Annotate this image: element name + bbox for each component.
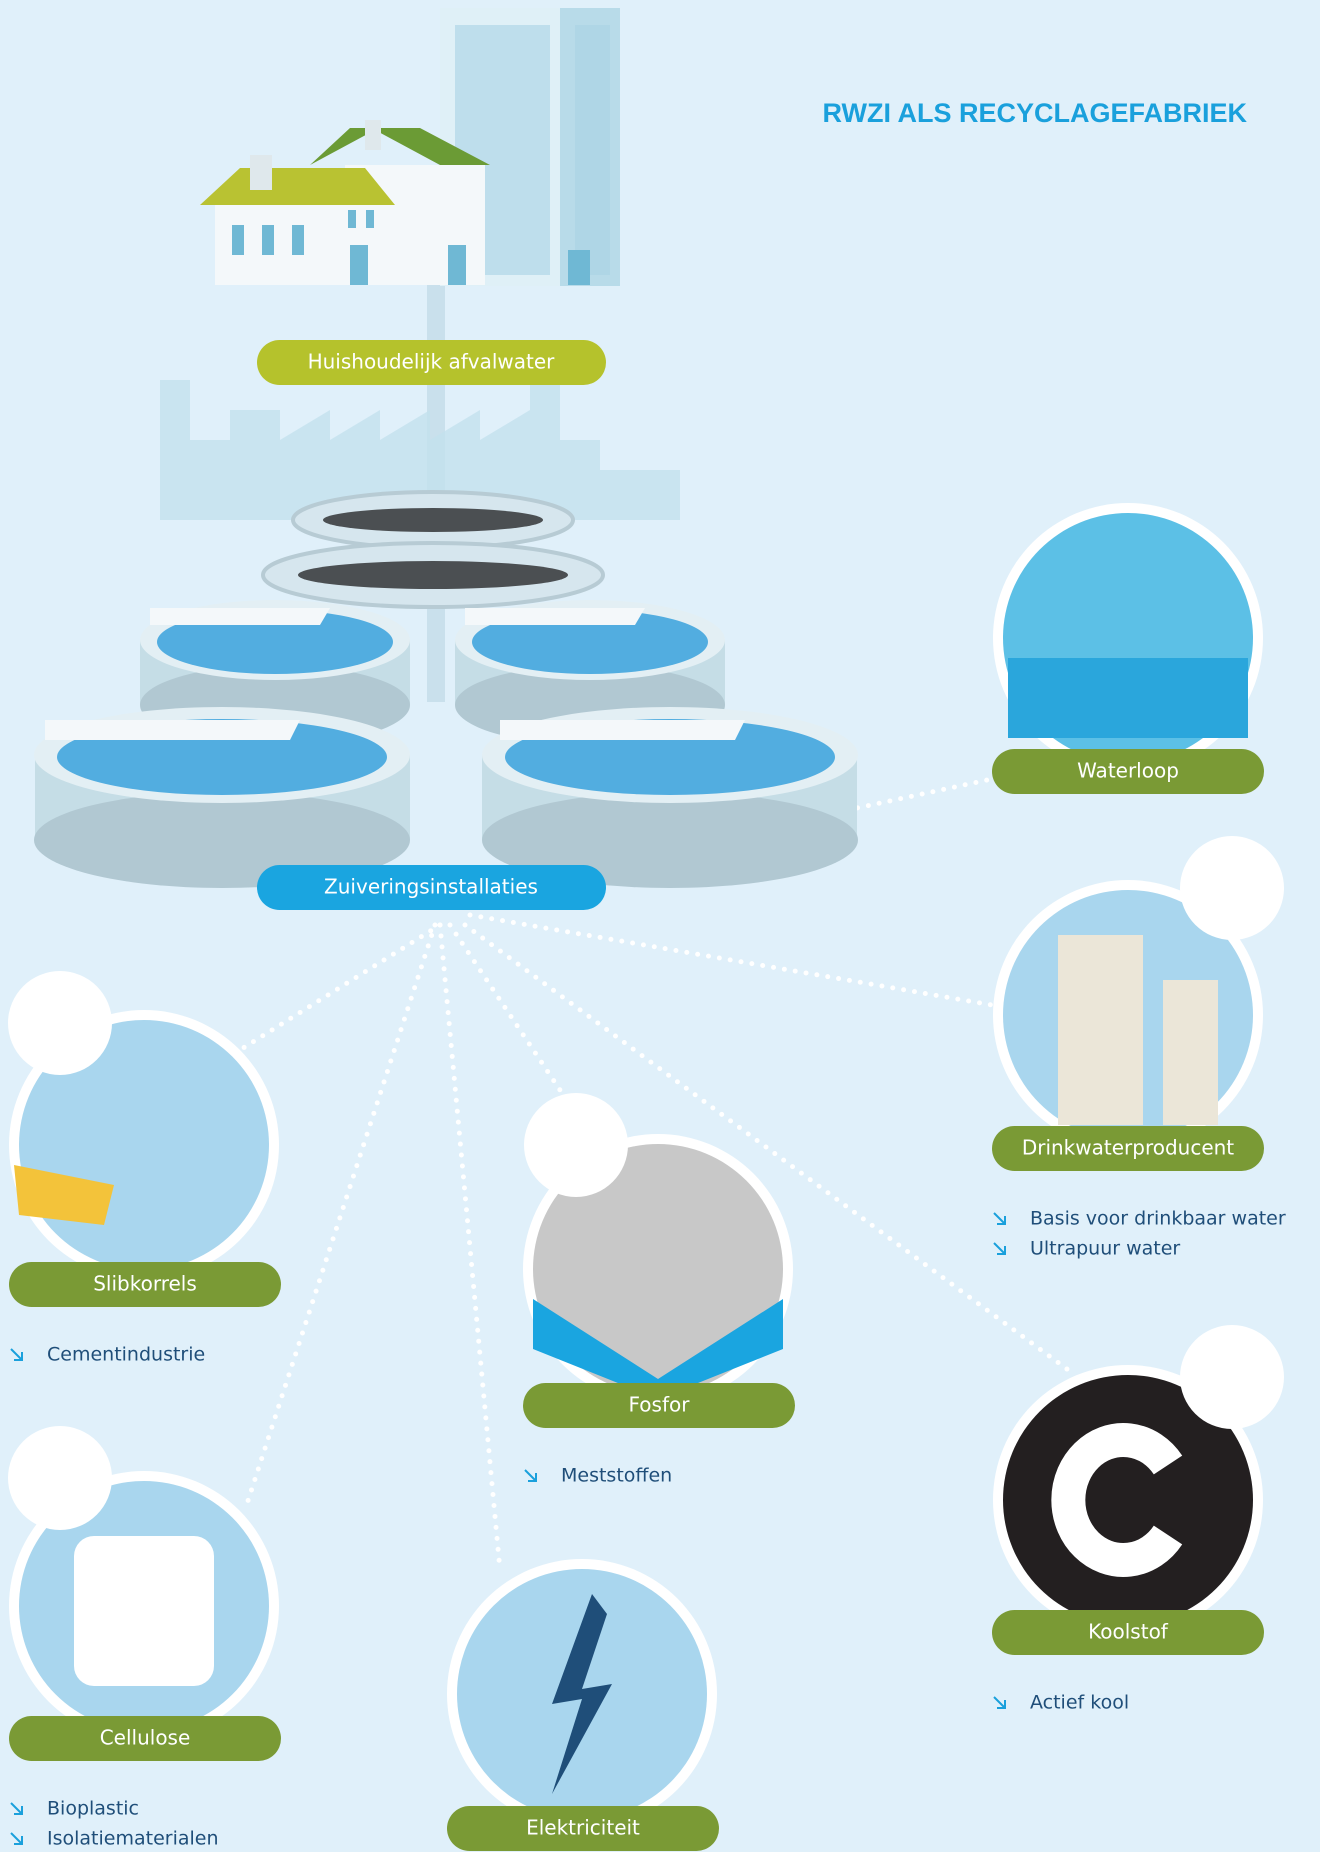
node: Elektriciteit	[447, 1559, 719, 1851]
plant-label: Zuiveringsinstallaties	[324, 875, 538, 899]
node-item: Meststoffen	[561, 1465, 672, 1487]
source-label: Huishoudelijk afvalwater	[308, 350, 556, 374]
node-label: Drinkwaterproducent	[1022, 1136, 1234, 1160]
title: RWZI ALS RECYCLAGEFABRIEK	[822, 98, 1247, 128]
node-item: Bioplastic	[47, 1798, 139, 1820]
infographic: RWZI ALS RECYCLAGEFABRIEK	[0, 0, 1320, 1852]
node-item: Basis voor drinkbaar water	[1030, 1208, 1286, 1230]
node-item: Isolatiematerialen	[47, 1828, 219, 1850]
badge	[524, 1093, 628, 1197]
badge	[1180, 1325, 1284, 1429]
node-item: Actief kool	[1030, 1692, 1129, 1714]
node-label: Waterloop	[1077, 759, 1179, 783]
building	[1163, 980, 1218, 1125]
paper-roll	[74, 1536, 214, 1686]
node-label: Cellulose	[100, 1726, 191, 1750]
water	[1008, 658, 1248, 738]
badge	[1180, 836, 1284, 940]
node: Waterloop	[992, 503, 1264, 794]
badge	[8, 1426, 112, 1530]
node-item: Cementindustrie	[47, 1344, 205, 1366]
node-label: Slibkorrels	[93, 1272, 197, 1296]
node-label: Koolstof	[1088, 1620, 1169, 1644]
node-label: Fosfor	[629, 1393, 691, 1417]
building	[1058, 935, 1143, 1125]
source-pill: Huishoudelijk afvalwater	[257, 340, 606, 385]
node-label: Elektriciteit	[526, 1816, 640, 1840]
node-item: Ultrapuur water	[1030, 1238, 1180, 1260]
badge	[8, 971, 112, 1075]
plant-pill: Zuiveringsinstallaties	[257, 865, 606, 910]
